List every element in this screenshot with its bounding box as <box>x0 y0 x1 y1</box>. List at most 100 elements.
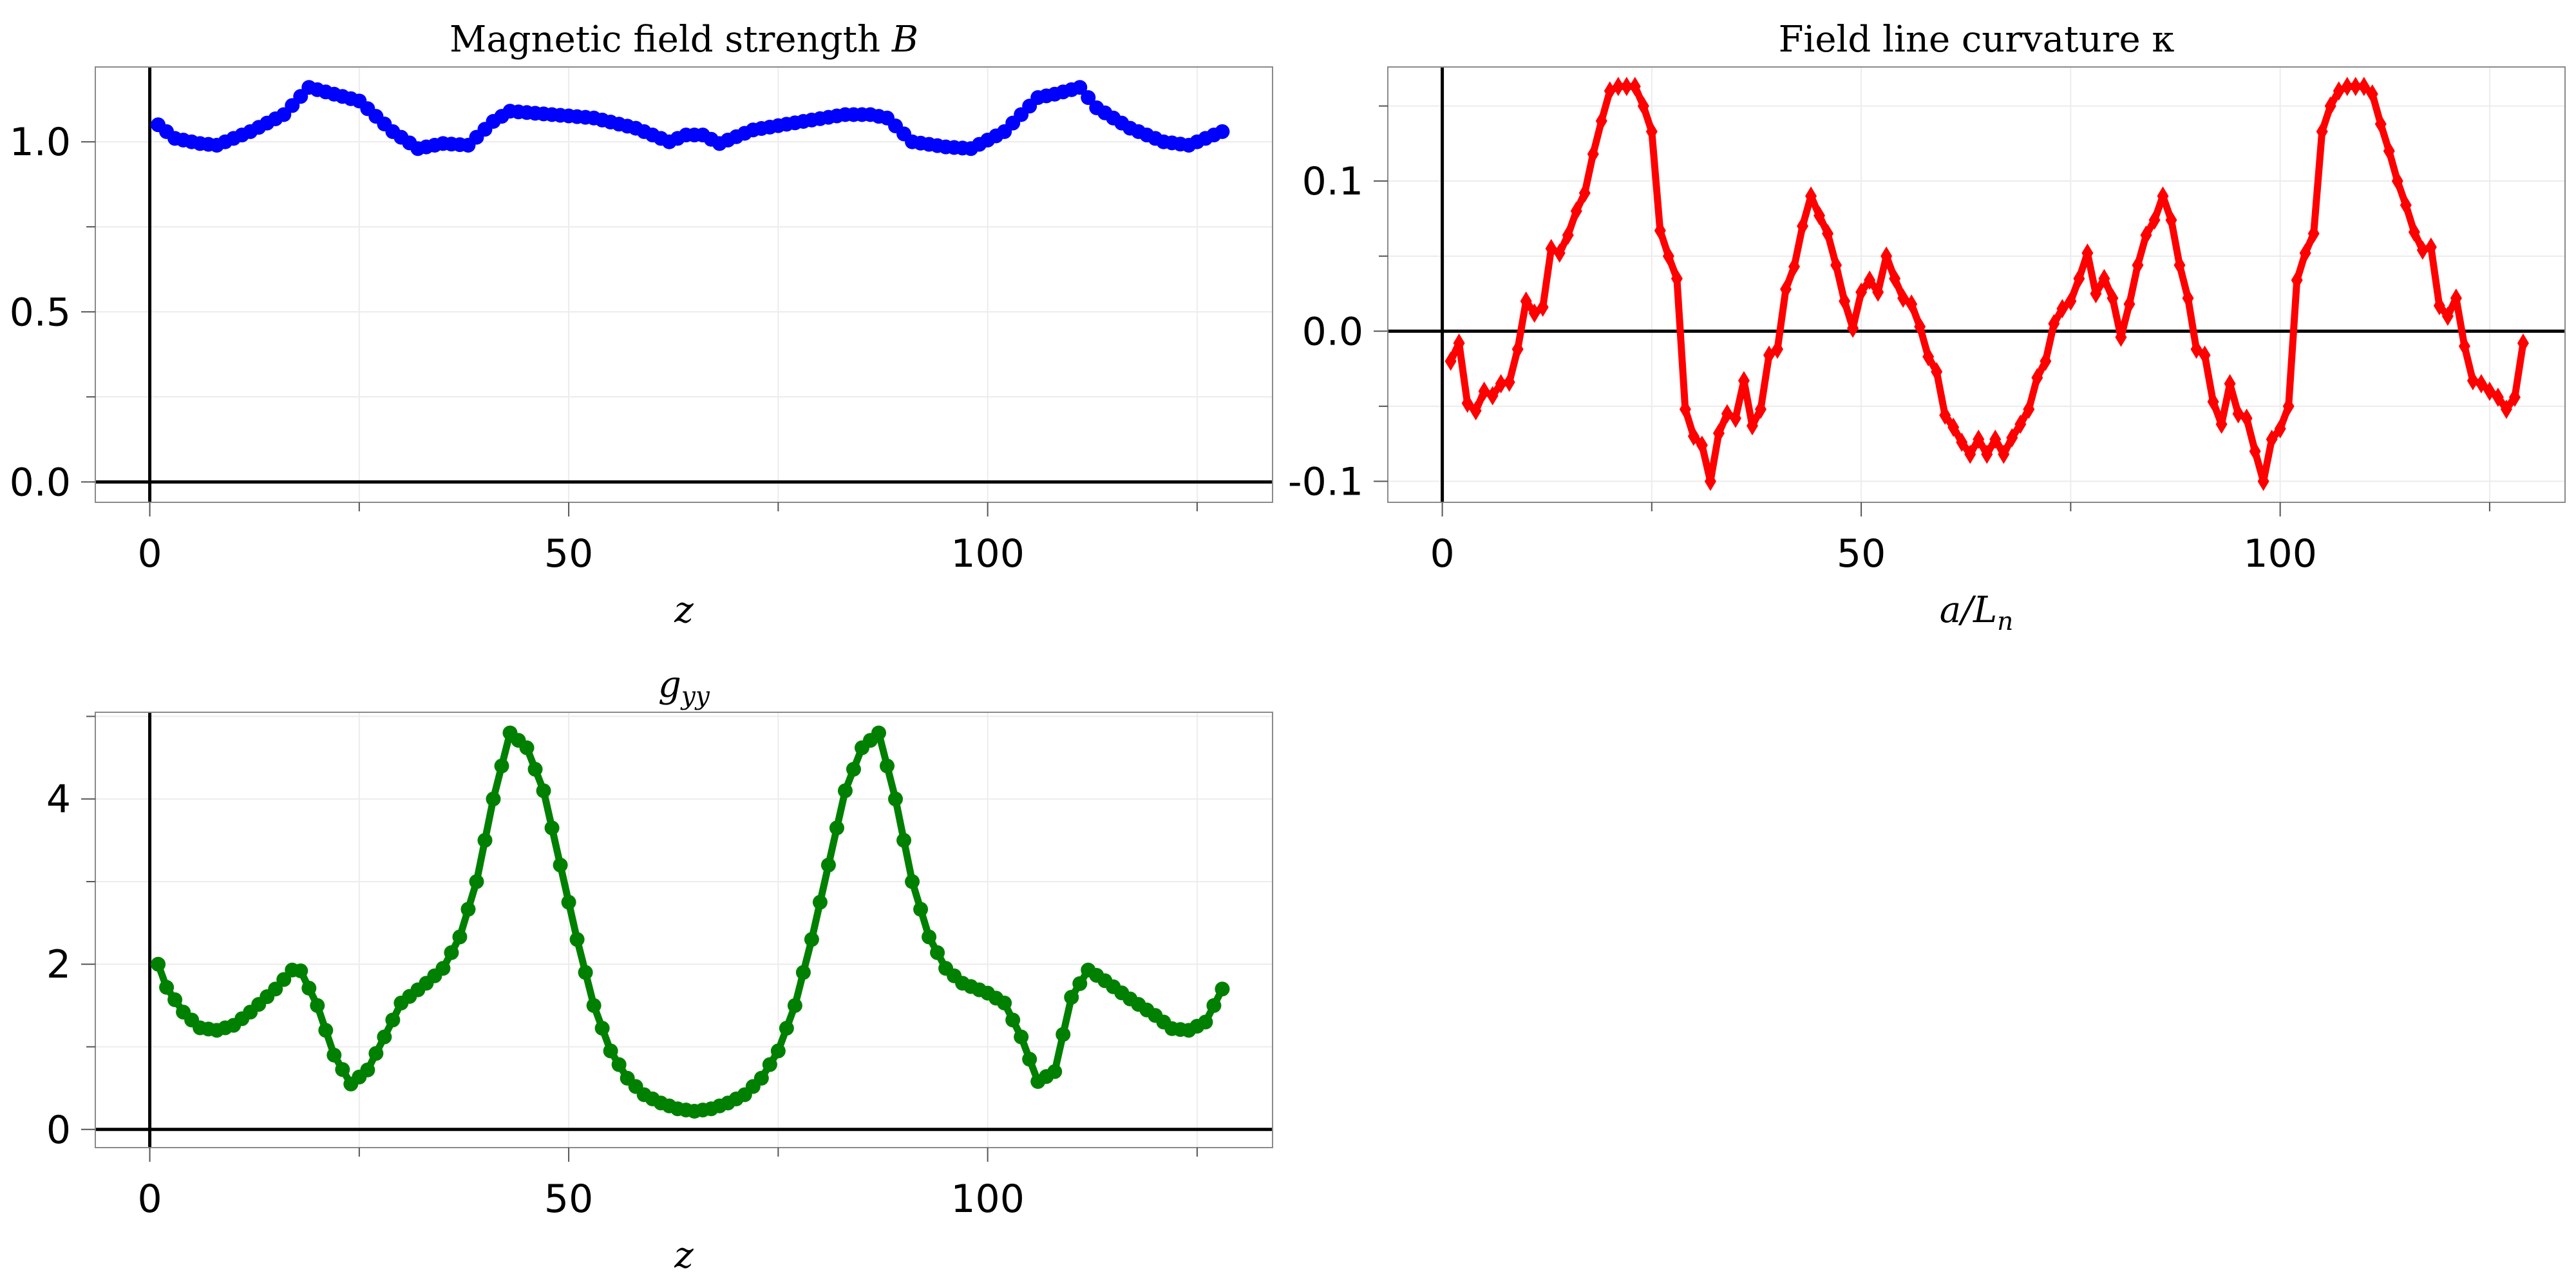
data-point <box>1629 77 1641 97</box>
data-point <box>2374 114 2387 134</box>
data-point <box>469 874 484 889</box>
x-tick-label: 0 <box>137 1177 162 1222</box>
data-point <box>553 857 568 873</box>
data-point <box>880 758 895 773</box>
data-point <box>1729 408 1741 428</box>
x-axis-label: z <box>674 1235 694 1276</box>
data-point <box>435 961 451 976</box>
data-point <box>1947 417 1960 437</box>
data-point <box>167 992 183 1007</box>
data-point <box>368 1046 384 1061</box>
data-point <box>611 1057 627 1072</box>
plot-frame <box>95 66 1273 503</box>
data-point <box>1671 269 1683 289</box>
data-point <box>2282 396 2295 416</box>
data-point <box>1704 471 1716 491</box>
data-point <box>494 758 509 773</box>
data-point <box>1612 77 1624 97</box>
data-point <box>2391 171 2403 191</box>
data-point <box>2508 387 2521 407</box>
data-point <box>2140 225 2152 245</box>
data-point <box>2065 291 2077 311</box>
y-tick-label: 0.0 <box>10 460 71 505</box>
data-point <box>1570 201 1582 221</box>
data-point <box>2090 283 2102 303</box>
data-point <box>930 945 945 960</box>
data-point <box>922 929 937 945</box>
data-point <box>1654 221 1666 241</box>
x-tick-label: 50 <box>544 531 593 576</box>
data-point <box>2366 84 2378 104</box>
data-point <box>1771 339 1783 359</box>
data-point <box>1215 124 1230 139</box>
data-point <box>2517 333 2529 353</box>
data-point <box>1662 246 1674 266</box>
data-point <box>2249 441 2261 461</box>
y-tick-label: 0.5 <box>10 290 71 335</box>
x-axis-label: a/Ln <box>1940 589 2014 636</box>
data-point <box>1880 246 1893 266</box>
data-point <box>1528 303 1540 323</box>
data-point <box>1215 981 1230 997</box>
data-point <box>2383 141 2395 161</box>
data-point <box>1072 976 1088 991</box>
data-point <box>2023 399 2035 419</box>
data-point <box>812 895 828 910</box>
data-point <box>2467 371 2479 391</box>
data-point <box>385 1012 401 1028</box>
data-point <box>2132 255 2144 275</box>
y-tick-label: 1.0 <box>10 120 71 165</box>
data-point <box>594 1021 610 1036</box>
data-point <box>1687 426 1700 446</box>
data-point <box>1973 430 1985 450</box>
data-point <box>837 783 853 799</box>
data-point <box>1939 405 1951 425</box>
data-point <box>2458 336 2470 356</box>
data-point <box>2358 77 2370 97</box>
data-point <box>2441 306 2454 326</box>
chart-title: gyy <box>658 664 710 711</box>
data-point <box>2157 186 2169 206</box>
data-point <box>2483 381 2496 401</box>
data-point <box>2425 237 2437 257</box>
series-markers <box>151 725 1230 1119</box>
data-point <box>2182 288 2194 308</box>
data-point <box>2266 430 2278 450</box>
data-point <box>2307 223 2320 243</box>
plot-area <box>1388 67 2565 502</box>
data-point <box>1578 183 1591 203</box>
data-point <box>846 762 861 777</box>
data-point <box>1047 1064 1063 1079</box>
data-point <box>1056 1027 1071 1042</box>
data-point <box>1906 294 1918 314</box>
data-point <box>1889 269 1901 289</box>
data-point <box>2492 387 2504 407</box>
data-point <box>603 1043 618 1059</box>
data-point <box>1206 998 1222 1013</box>
data-point <box>1503 372 1515 392</box>
data-point <box>2349 77 2362 97</box>
data-point <box>561 895 576 910</box>
data-point <box>1956 432 1968 452</box>
data-point <box>1637 96 1649 116</box>
data-point <box>2056 299 2069 319</box>
data-point <box>1830 255 1842 275</box>
data-point <box>1712 423 1725 443</box>
data-point <box>1814 205 1826 225</box>
data-point <box>1562 225 1574 245</box>
chart-curvature: 0 50 100 -0.1 0.0 0.1 Field line curvature κ a/… <box>1288 19 2566 636</box>
data-point <box>544 820 560 836</box>
data-point <box>1754 399 1766 419</box>
series-markers <box>1444 77 2529 491</box>
data-point <box>1645 122 1658 142</box>
data-point <box>1998 444 2010 464</box>
data-point <box>1805 186 1817 206</box>
data-point <box>2215 414 2228 434</box>
data-point <box>1495 374 1507 393</box>
data-point <box>1797 216 1809 236</box>
x-tick-label: 50 <box>1837 531 1886 576</box>
data-point <box>2107 288 2119 308</box>
data-point <box>2257 471 2269 491</box>
data-point <box>327 1047 342 1063</box>
